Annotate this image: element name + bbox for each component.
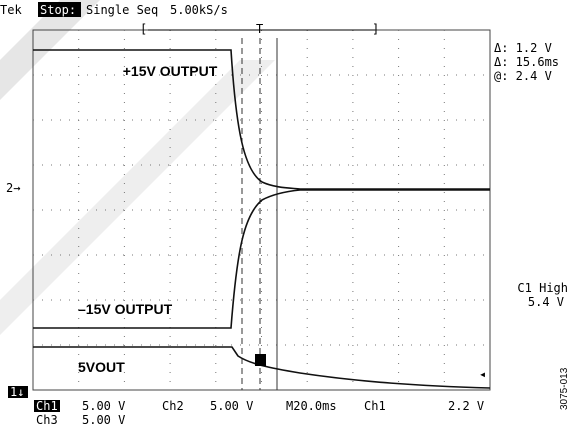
graticule [32,29,491,391]
figure-id: 3075-013 [559,367,570,410]
trigger-arrow: ◂ [479,367,486,381]
readout: Δ: 1.2 V [494,41,552,55]
footer-ch3-scale: 5.00 V [82,413,125,427]
readout: @: 2.4 V [494,69,552,83]
mode: Single Seq [86,3,158,17]
ch1-marker-box [8,386,28,398]
trace-pos15 [33,49,490,190]
watermark [0,60,275,335]
footer-ch2: Ch2 [162,399,184,413]
ch1-ref-marker [255,354,266,366]
trace-label: –15V OUTPUT [78,301,173,317]
trigger-position: T [256,22,263,36]
trigger-level: 5.4 V [528,295,564,309]
trace-label: 5VOUT [78,359,125,375]
trigger-label: C1 High [517,281,568,295]
footer-ch1-scale: 5.00 V [82,399,125,413]
state: Stop: [40,3,76,17]
footer-ch1: Ch1 [36,399,58,413]
bracket: ] [372,22,379,36]
ch1-box [34,400,60,412]
brand: Tek [0,3,22,17]
state-box [38,2,81,17]
footer-trig-src: Ch1 [364,399,386,413]
trace-label: +15V OUTPUT [123,63,218,79]
ch2-marker: 2→ [6,181,20,195]
ch1-marker: 1↓ [10,385,24,399]
sample-rate: 5.00kS/s [170,3,228,17]
readout: Δ: 15.6ms [494,55,559,69]
trace-neg15 [33,189,490,329]
bracket: [ [140,22,147,36]
footer-timebase: M20.0ms [286,399,337,413]
trace-5v [33,346,491,389]
footer-ch3: Ch3 [36,413,58,427]
footer-ch2-scale: 5.00 V [210,399,253,413]
footer-trig-level: 2.2 V [448,399,484,413]
